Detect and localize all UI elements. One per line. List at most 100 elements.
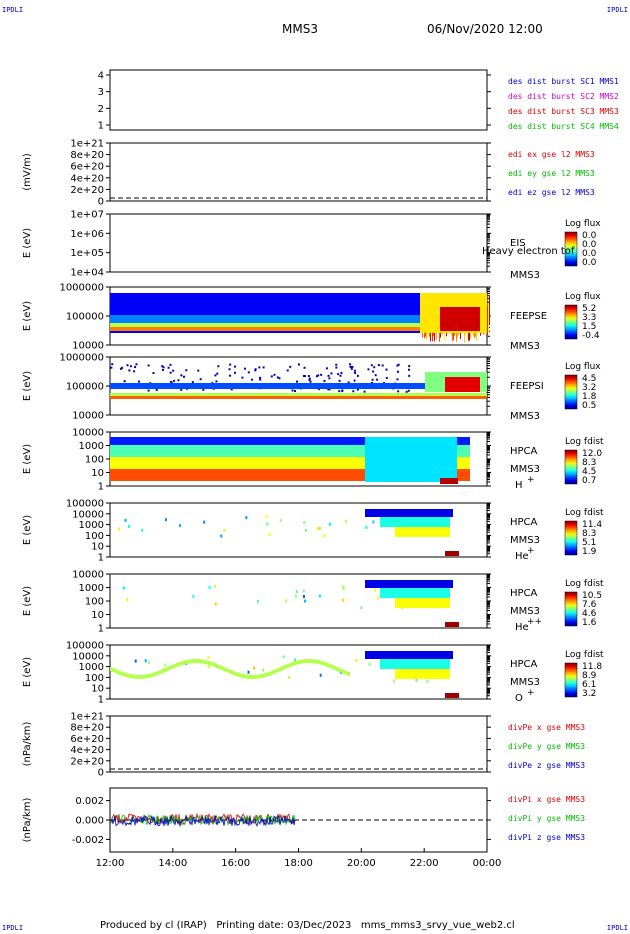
heat-column [360,445,362,457]
heat-column [208,445,210,457]
heat-column [288,437,290,445]
heat-dot [178,523,181,527]
y-tick-label: 1000 [79,520,104,531]
heat-column [242,457,244,469]
heat-dot [247,670,250,674]
heat-dot [405,390,408,393]
heat-dot [282,655,285,659]
corner-label-br: IPDLI [606,924,628,932]
heat-column [256,437,258,445]
colorbar [564,662,578,698]
heat-column [206,445,208,457]
heat-column [126,437,128,445]
heat-dot [342,587,345,591]
heat-dot [152,372,155,375]
heat-column [292,445,294,457]
heat-track [158,670,160,675]
heat-band-edge [110,327,420,331]
heat-column [306,457,308,469]
heat-column [310,457,312,469]
heat-column [328,445,330,457]
heat-dot [214,374,217,377]
heat-column [248,457,250,469]
heat-column [220,457,222,469]
heat-column [136,445,138,457]
heat-column [330,469,332,481]
heat-dot [134,659,137,663]
side-label: Heavy electron tof [482,246,575,257]
species-charge: + [527,688,535,698]
heat-track [280,666,282,671]
panel-frame [109,142,488,202]
heat-dot [408,368,411,371]
heat-column [464,457,466,469]
y-tick-label: 0.000 [75,816,104,827]
heat-region-peak [440,307,480,331]
heat-column [264,469,266,481]
y-tick-label: 1e+05 [70,248,104,259]
heat-dot [352,390,355,393]
heat-track [210,661,212,666]
heat-dot [351,365,354,368]
colorbar-tick-label: 7.6 [582,600,597,610]
heat-column [466,469,468,481]
colorbar [564,231,578,267]
heat-dot [356,374,359,377]
heat-dot [297,363,300,366]
heat-column [348,469,350,481]
heat-column [222,437,224,445]
y-axis-label: (mV/m) [22,153,33,191]
heat-column [328,437,330,445]
heat-dot [111,363,114,366]
heat-column [116,437,118,445]
heat-dot [203,520,206,524]
heat-column [252,469,254,481]
heat-column [316,469,318,481]
heat-dot [353,379,356,382]
heat-track [240,673,242,678]
heat-column [288,469,290,481]
heat-column [320,437,322,445]
heat-column [146,457,148,469]
heat-dot [397,363,400,366]
heat-column [296,469,298,481]
heat-column [354,437,356,445]
heat-column [124,437,126,445]
heat-column [202,445,204,457]
heat-dot [214,602,217,606]
heat-column [166,445,168,457]
heat-column [304,469,306,481]
heat-column [132,437,134,445]
heat-column [198,445,200,457]
heat-track [116,669,118,674]
heat-track [256,674,258,679]
heat-track [170,665,172,670]
heat-column [114,437,116,445]
heat-column [210,457,212,469]
legend-entry: des dist burst SC4 MMS4 [508,122,619,131]
y-tick-label: 3 [98,87,104,98]
heat-column [158,445,160,457]
heat-column [286,457,288,469]
heat-dot [294,658,297,662]
heat-track [236,672,238,677]
heat-column [154,469,156,481]
heat-column [270,457,272,469]
heat-column [340,437,342,445]
heat-column [326,445,328,457]
heat-column [254,457,256,469]
heat-dot [376,596,379,600]
heat-track [168,666,170,671]
heat-dot [296,380,299,383]
heat-dot [342,598,345,602]
colorbar-tick-label: 3.2 [582,689,596,699]
heat-column [206,437,208,445]
heat-column [176,445,178,457]
heat-column [238,457,240,469]
heat-track [224,667,226,672]
colorbar-title: Log fdist [565,437,604,447]
y-tick-label: 100000 [66,641,104,652]
heat-column [112,437,114,445]
